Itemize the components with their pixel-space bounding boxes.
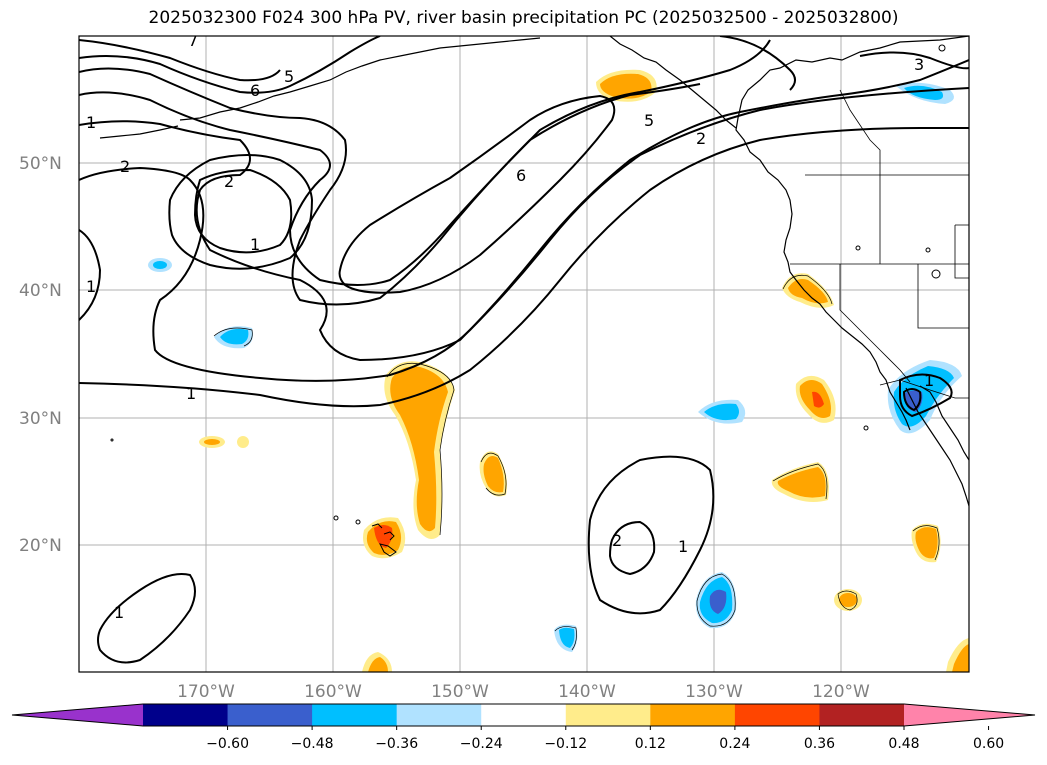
contour-label: 2: [696, 129, 706, 148]
map-title: 2025032300 F024 300 hPa PV, river basin …: [148, 8, 899, 28]
contour-label: 2: [120, 157, 130, 176]
pv-contour-line: [587, 455, 715, 615]
pv-contour-line: [79, 39, 281, 82]
contour-label: 2: [612, 531, 622, 550]
precip-positive-area: [237, 436, 249, 448]
contour-label: 1: [678, 537, 688, 556]
colorbar-segment: [734, 704, 820, 726]
colorbar-outline: [11, 703, 1036, 727]
precip-positive-area: [390, 366, 448, 532]
colorbar-tick-label: 0.24: [719, 736, 750, 752]
precip-positive-area: [483, 456, 504, 493]
contour-label: 7: [188, 31, 198, 50]
pv-contour-line: [608, 520, 656, 576]
colorbar-extend-min: [12, 704, 143, 726]
precip-positive-area: [368, 657, 388, 672]
lon-label: 130°W: [685, 682, 743, 702]
precip-positive-area: [788, 279, 828, 304]
pv-contour-line: [79, 229, 102, 321]
colorbar-tick-label: 0.36: [804, 736, 835, 752]
pv-contour-line: [902, 388, 922, 412]
precip-positive-area: [915, 527, 938, 559]
colorbar-tick-label: 0.60: [973, 736, 1004, 752]
colorbar-extend-max: [904, 704, 1035, 726]
longitude-labels: 170°W 160°W 150°W 140°W 130°W 120°W: [177, 682, 870, 702]
precip-negative-area: [153, 261, 167, 269]
map-frame: [78, 35, 970, 673]
contour-label: 1: [924, 371, 934, 390]
pv-contour-line: [338, 94, 616, 294]
colorbar-tick-label: −0.12: [544, 736, 587, 752]
precip-positive-area: [952, 644, 969, 672]
lat-label: 40°N: [19, 281, 62, 301]
contour-label: 1: [250, 235, 260, 254]
lon-label: 170°W: [177, 682, 235, 702]
colorbar-tick-label: 0.12: [635, 736, 666, 752]
colorbar-tick-label: −0.48: [291, 736, 334, 752]
pv-contour-line: [859, 51, 969, 70]
pv-contour-line: [899, 373, 953, 418]
colorbar-segment: [650, 704, 736, 726]
lat-label: 20°N: [19, 536, 62, 556]
pv-contour-line: [79, 67, 701, 306]
precip-positive-area: [374, 525, 393, 548]
precip-negative-area: [709, 589, 727, 614]
pv-contour-line: [79, 59, 969, 362]
contour-label: 1: [86, 113, 96, 132]
political-borders: [790, 89, 969, 399]
precip-positive-area: [812, 391, 824, 408]
contour-label: 5: [644, 111, 654, 130]
colorbar-tick-label: −0.24: [460, 736, 503, 752]
contour-label: 5: [284, 67, 294, 86]
precip-negative-area: [704, 403, 739, 421]
precip-positive-area: [839, 593, 857, 607]
contour-label: 6: [250, 81, 260, 100]
lon-label: 160°W: [304, 682, 362, 702]
map-panel: [79, 36, 969, 672]
colorbar-tick-label: −0.60: [206, 736, 249, 752]
colorbar-segment: [396, 704, 482, 726]
latitude-labels: 50°N 40°N 30°N 20°N: [19, 154, 62, 556]
contour-label: 3: [914, 55, 924, 74]
precip-negative-area: [220, 328, 249, 345]
colorbar-tick-label: −0.36: [375, 736, 418, 752]
colorbar-segment: [312, 704, 398, 726]
colorbar-segment: [481, 704, 567, 726]
lat-label: 30°N: [19, 409, 62, 429]
pv-contour-labels: 1 2 1 2 1 1 6 5 2 6 5 7 3 2 1 1 1: [86, 31, 934, 622]
precip-positive-area: [204, 439, 220, 445]
contour-label: 1: [86, 277, 96, 296]
contour-label: 6: [516, 166, 526, 185]
colorbar-segment: [143, 704, 229, 726]
lon-label: 140°W: [558, 682, 616, 702]
coastlines: [99, 36, 969, 507]
pv-contour-line: [97, 573, 196, 664]
pv-contour-line: [193, 168, 293, 254]
pv-contour-line: [79, 39, 771, 286]
precip-positive-area: [777, 467, 826, 498]
contour-label: 2: [224, 172, 234, 191]
lon-label: 150°W: [431, 682, 489, 702]
islands: [110, 44, 946, 557]
basin-outlines: [213, 274, 940, 651]
contour-label: 1: [186, 384, 196, 403]
contour-label: 1: [114, 603, 124, 622]
pv-contour-line: [79, 126, 969, 408]
pv-contour-line: [79, 87, 969, 382]
precip-negative-area: [893, 366, 954, 427]
pv-contour-line: [719, 36, 796, 91]
pv-contour-line: [79, 36, 381, 94]
colorbar-segment: [565, 704, 651, 726]
lat-label: 50°N: [19, 154, 62, 174]
colorbar-segment: [819, 704, 905, 726]
lon-label: 120°W: [812, 682, 870, 702]
colorbar: −0.60 −0.48 −0.36 −0.24 −0.12 0.12 0.24 0.36 0.4…: [11, 703, 1036, 752]
colorbar-segment: [227, 704, 313, 726]
precip-negative-area: [559, 627, 575, 648]
pv-contours: [79, 36, 969, 664]
pv-contour-line: [168, 154, 314, 270]
colorbar-tick-label: 0.48: [888, 736, 919, 752]
